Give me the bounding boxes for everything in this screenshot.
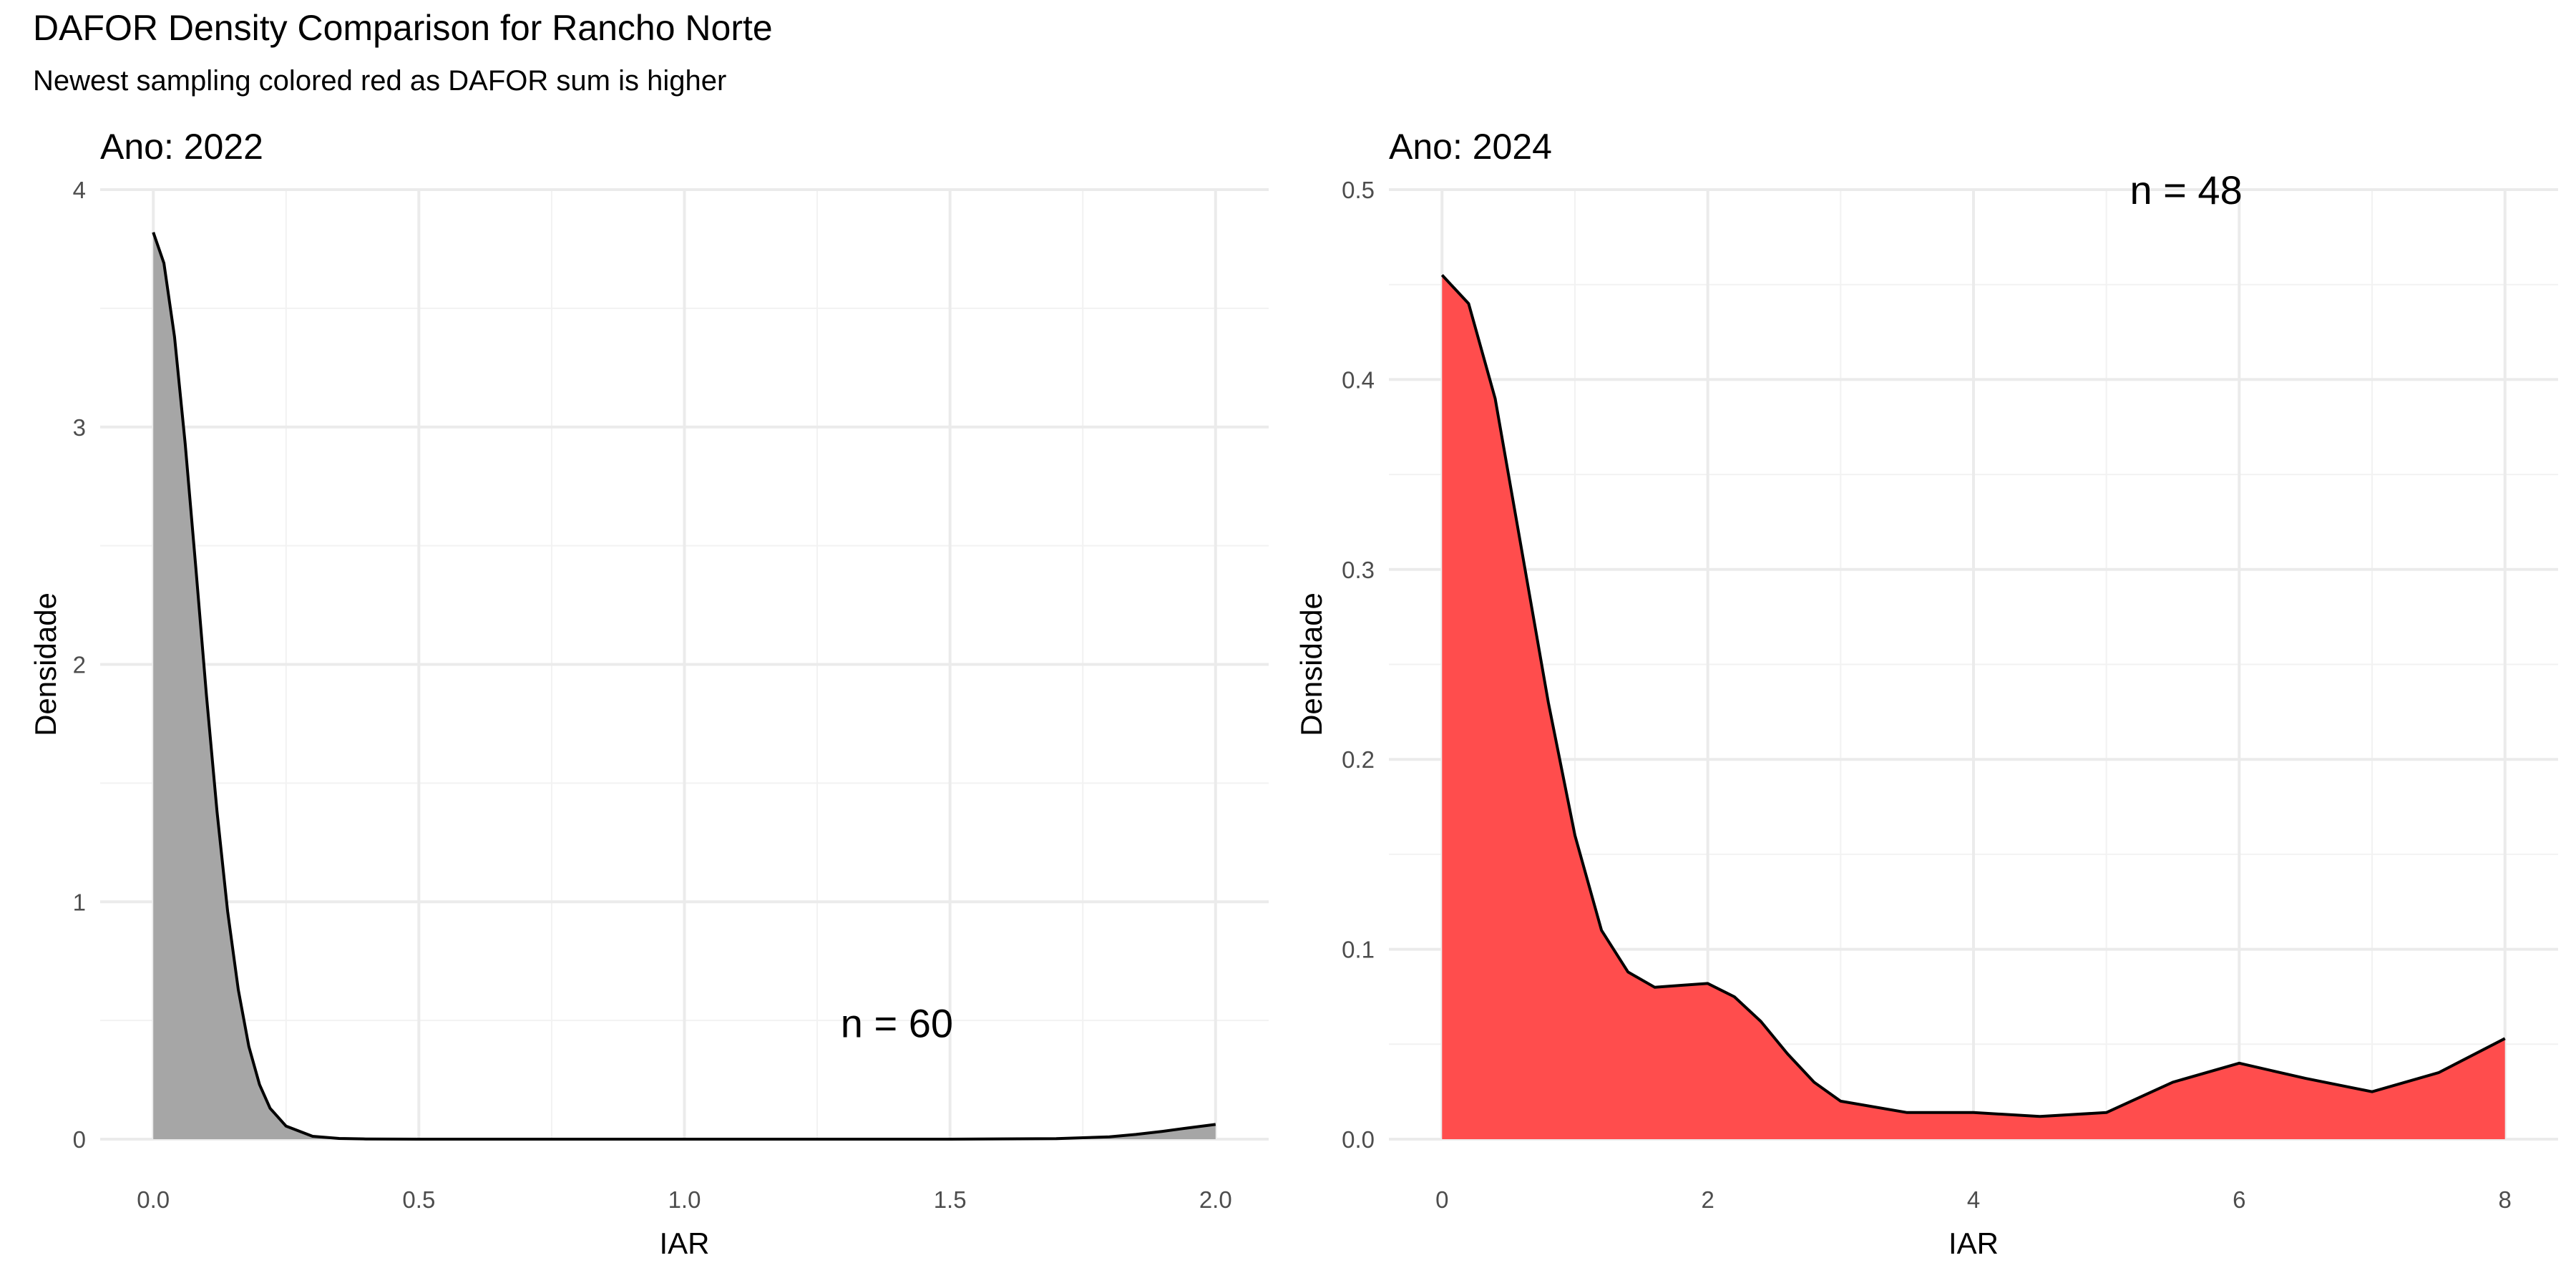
y-tick-label: 0.5	[1342, 177, 1375, 203]
x-axis-label: IAR	[659, 1226, 709, 1260]
x-tick-label: 2	[1701, 1186, 1714, 1213]
panel-2: 0 2 4 6 8 0.0 0.1 0.2 0.3 0.4 0.5 IAR Densidade Ano: …	[1294, 127, 2558, 1260]
x-tick-label: 4	[1967, 1186, 1980, 1213]
y-tick-label: 0.3	[1342, 557, 1375, 583]
y-tick-label: 0.0	[1342, 1126, 1375, 1153]
density-line	[152, 232, 1216, 1141]
y-tick-label: 0.4	[1342, 366, 1375, 393]
y-tick-label: 0.2	[1342, 746, 1375, 773]
x-tick-label: 2.0	[1199, 1186, 1232, 1213]
sample-size-annotation: n = 60	[841, 1000, 953, 1045]
x-tick-label: 6	[2233, 1186, 2245, 1213]
density-area	[1442, 275, 2505, 1139]
y-tick-label: 3	[73, 414, 86, 441]
panel-1: 0.0 0.5 1.0 1.5 2.0 0 1 2 3 4 IAR Densidade Ano: 202…	[29, 127, 1269, 1260]
x-tick-label: 0.5	[402, 1186, 435, 1213]
figure-subtitle: Newest sampling colored red as DAFOR sum…	[33, 65, 726, 97]
sample-size-annotation: n = 48	[2129, 167, 2242, 213]
x-tick-label: 0.0	[137, 1186, 170, 1213]
x-axis-label: IAR	[1948, 1226, 1999, 1260]
x-tick-label: 8	[2499, 1186, 2512, 1213]
y-tick-label: 0.1	[1342, 937, 1375, 963]
y-tick-label: 0	[73, 1126, 86, 1153]
panels: 0.0 0.5 1.0 1.5 2.0 0 1 2 3 4 IAR Densidade Ano: 202…	[29, 127, 2558, 1260]
y-axis-label: Densidade	[29, 592, 62, 736]
y-tick-label: 4	[73, 177, 86, 203]
x-tick-label: 1.5	[934, 1186, 967, 1213]
y-tick-label: 1	[73, 889, 86, 915]
x-tick-label: 0	[1435, 1186, 1448, 1213]
x-tick-label: 1.0	[668, 1186, 701, 1213]
y-axis-label: Densidade	[1294, 592, 1328, 736]
panel-title: Ano: 2022	[100, 127, 263, 167]
panel-title: Ano: 2024	[1389, 127, 1552, 167]
density-line	[1440, 274, 2506, 1118]
figure-title: DAFOR Density Comparison for Rancho Nort…	[33, 8, 773, 48]
y-tick-label: 2	[73, 652, 86, 678]
